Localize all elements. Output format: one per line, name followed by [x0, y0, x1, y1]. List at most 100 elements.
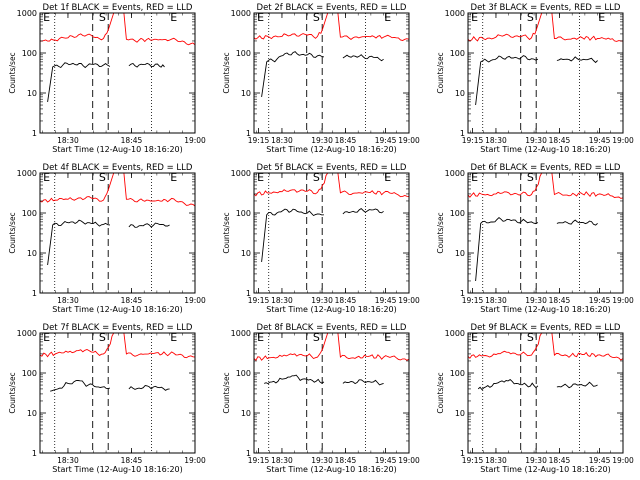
chart-panel-1: 1 10 100 1000 18:30 18:45 19:00 19:15 19:30 19:45… — [8, 3, 397, 154]
y-tick-label: 100 — [22, 209, 37, 218]
x-tick-label: 19:45 — [375, 136, 397, 145]
series-group — [468, 13, 623, 106]
y-tick-label: 100 — [450, 49, 465, 58]
x-tick-label: 18:30 — [271, 296, 293, 305]
plot-frame — [39, 172, 196, 294]
series-group — [254, 173, 409, 262]
series-group — [468, 173, 623, 282]
x-tick-label: 19:00 — [612, 296, 634, 305]
chart-title: Det 9f BLACK = Events, RED = LLD — [471, 323, 621, 333]
series-group — [468, 333, 623, 391]
plot-frame — [467, 332, 624, 454]
y-axis-label: Counts/sec — [222, 372, 231, 413]
x-tick-label: 19:15 — [248, 456, 270, 465]
event-marker-label: S — [313, 331, 320, 344]
series-line-lld — [254, 333, 409, 362]
y-tick-label: 100 — [450, 369, 465, 378]
x-tick-label: 19:15 — [462, 136, 484, 145]
y-axis-label: Counts/sec — [222, 52, 231, 93]
x-axis-label: Start Time (12-Aug-10 18:16:20) — [480, 465, 611, 474]
y-axis-label: Counts/sec — [436, 212, 445, 253]
y-tick-label: 100 — [236, 209, 251, 218]
event-marker-label: E — [170, 331, 177, 344]
x-tick-label: 18:45 — [335, 296, 357, 305]
series-group — [40, 333, 195, 392]
event-marker-label: E — [598, 331, 605, 344]
x-axis-label: Start Time (12-Aug-10 18:16:20) — [266, 305, 397, 314]
series-line-events — [477, 379, 598, 391]
series-line-lld — [40, 173, 195, 207]
event-marker-label: E — [43, 171, 50, 184]
y-tick-label: 1000 — [17, 169, 37, 178]
x-tick-label: 19:30 — [311, 136, 333, 145]
y-tick-label: 10 — [241, 409, 251, 418]
x-tick-label: 19:30 — [525, 136, 547, 145]
series-line-lld — [40, 333, 195, 359]
y-tick-label: 10 — [27, 249, 37, 258]
series-line-events — [264, 374, 384, 386]
series-line-events — [50, 380, 170, 392]
chart-title: Det 3f BLACK = Events, RED = LLD — [471, 3, 621, 13]
x-tick-label: 19:00 — [398, 296, 420, 305]
y-tick-label: 1 — [246, 449, 251, 458]
x-axis-label: Start Time (12-Aug-10 18:16:20) — [266, 145, 397, 154]
x-tick-label: 18:30 — [485, 296, 507, 305]
event-marker-label: E — [43, 331, 50, 344]
x-tick-label: 19:00 — [398, 136, 420, 145]
x-axis-label: Start Time (12-Aug-10 18:16:20) — [266, 465, 397, 474]
x-tick-label: 19:45 — [375, 456, 397, 465]
event-marker-label: S — [313, 171, 320, 184]
series-line-events — [47, 219, 170, 266]
x-tick-label: 18:30 — [271, 136, 293, 145]
event-marker-label: E — [598, 171, 605, 184]
event-marker-label: E — [257, 331, 264, 344]
x-tick-label: 18:30 — [271, 456, 293, 465]
x-tick-label: 19:45 — [589, 456, 611, 465]
event-marker-label: S — [527, 171, 534, 184]
event-marker-label: E — [384, 11, 391, 24]
y-tick-label: 10 — [27, 409, 37, 418]
x-tick-label: 19:30 — [311, 296, 333, 305]
y-tick-label: 100 — [236, 49, 251, 58]
y-tick-label: 1000 — [17, 329, 37, 338]
x-tick-label: 19:45 — [589, 136, 611, 145]
chart-panel-7: 1 10 100 1000 18:30 18:45 19:00 19:15 19:30 19:45… — [8, 323, 397, 474]
y-tick-label: 100 — [450, 209, 465, 218]
x-tick-label: 18:45 — [549, 136, 571, 145]
chart-panel-2: 1 10 100 1000 18:30 18:45 19:00 19:15 19:30 19:45… — [222, 3, 611, 154]
y-tick-label: 10 — [27, 89, 37, 98]
chart-title: Det 8f BLACK = Events, RED = LLD — [257, 323, 407, 333]
x-tick-label: 19:30 — [525, 296, 547, 305]
series-line-lld — [254, 13, 409, 41]
plot-frame — [467, 12, 624, 134]
y-tick-label: 10 — [241, 249, 251, 258]
y-tick-label: 10 — [455, 409, 465, 418]
x-tick-label: 18:45 — [121, 456, 143, 465]
series-line-events — [475, 217, 598, 282]
y-tick-label: 1 — [460, 129, 465, 138]
event-marker-label: E — [257, 11, 264, 24]
x-tick-label: 18:30 — [57, 296, 79, 305]
event-marker-label: E — [257, 171, 264, 184]
event-marker-label: E — [471, 11, 478, 24]
plot-frame — [39, 332, 196, 454]
x-tick-label: 19:00 — [184, 456, 206, 465]
y-tick-label: 1000 — [445, 329, 465, 338]
x-tick-label: 19:00 — [184, 296, 206, 305]
y-tick-label: 1 — [460, 449, 465, 458]
x-tick-label: 19:30 — [311, 456, 333, 465]
x-axis-label: Start Time (12-Aug-10 18:16:20) — [52, 465, 183, 474]
y-axis-label: Counts/sec — [222, 212, 231, 253]
y-tick-label: 1 — [32, 289, 37, 298]
chart-panel-3: 1 10 100 1000 18:30 18:45 19:00 19:15 19:30 19:45… — [436, 3, 634, 154]
series-group — [40, 13, 195, 102]
event-marker-label: E — [170, 171, 177, 184]
series-line-lld — [468, 173, 623, 199]
series-line-lld — [468, 333, 623, 361]
x-axis-label: Start Time (12-Aug-10 18:16:20) — [480, 305, 611, 314]
chart-panel-9: 1 10 100 1000 18:30 18:45 19:00 19:15 19:30 19:45… — [436, 323, 634, 474]
x-tick-label: 19:15 — [248, 296, 270, 305]
event-marker-label: S — [527, 11, 534, 24]
x-axis-label: Start Time (12-Aug-10 18:16:20) — [52, 305, 183, 314]
